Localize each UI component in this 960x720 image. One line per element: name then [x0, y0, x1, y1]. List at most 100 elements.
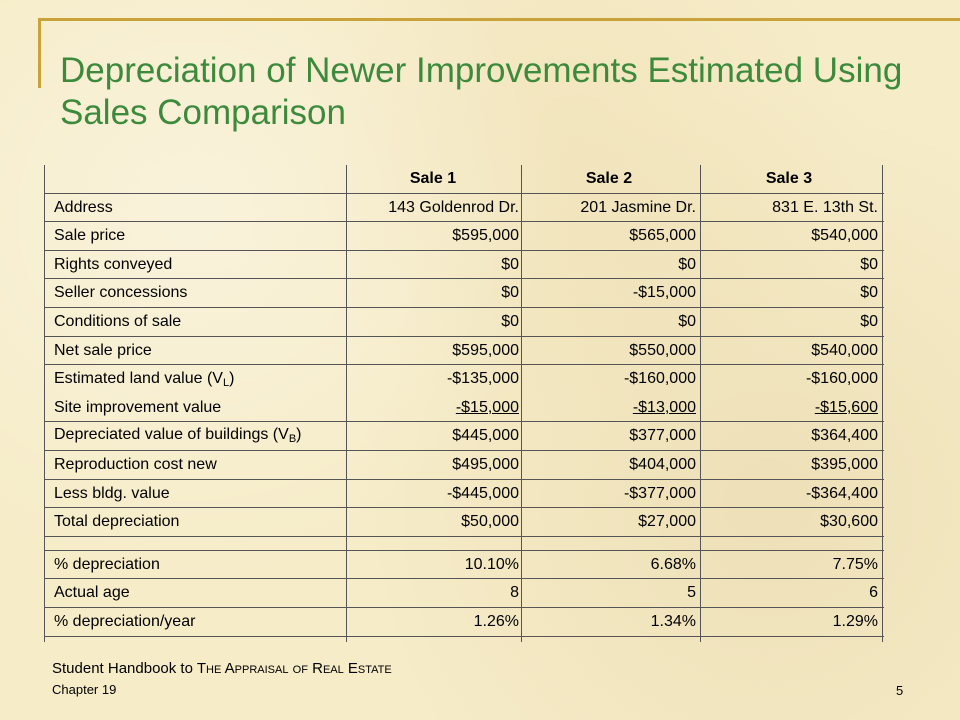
- cell-sale-3: -$364,400: [805, 484, 878, 502]
- row-label: Less bldg. value: [54, 484, 170, 502]
- row-label: Site improvement value: [54, 398, 222, 416]
- table-row-address: Address 143 Goldenrod Dr. 201 Jasmine Dr…: [44, 194, 884, 223]
- row-label-text: Estimated land value (V: [54, 370, 223, 388]
- table-row-total-depreciation: Total depreciation $50,000 $27,000 $30,6…: [44, 508, 884, 537]
- frame-top-rule: [38, 18, 960, 21]
- cell-sale-3: $540,000: [811, 227, 878, 245]
- row-label: Rights conveyed: [54, 255, 173, 273]
- row-label: Total depreciation: [54, 513, 180, 531]
- row-label: Estimated land value (VL): [54, 365, 350, 394]
- cell-sale-1: $0: [501, 312, 519, 330]
- cell-sale-2: $565,000: [629, 227, 696, 245]
- table-row-land-value: Estimated land value (VL) -$135,000 -$16…: [44, 365, 884, 394]
- table-row-conditions-of-sale: Conditions of sale $0 $0 $0: [44, 308, 884, 337]
- cell-sale-1: $495,000: [452, 455, 519, 473]
- depreciation-table: Sale 1 Sale 2 Sale 3 Address 143 Goldenr…: [44, 165, 884, 642]
- row-label-close: ): [296, 426, 302, 444]
- cell-sale-2: -$15,000: [632, 284, 696, 302]
- cell-sale-2: -$377,000: [623, 484, 696, 502]
- cell-sale-3: $364,400: [811, 427, 878, 445]
- cell-sale-2: -$13,000: [632, 398, 696, 416]
- table-row-net-sale-price: Net sale price $595,000 $550,000 $540,00…: [44, 337, 884, 366]
- row-label-close: ): [229, 370, 235, 388]
- row-label-subscript: B: [288, 433, 297, 446]
- footer-prefix: Student Handbook to: [52, 660, 197, 677]
- cell-sale-3: 1.29%: [832, 612, 878, 630]
- table-right-border: [882, 165, 883, 642]
- cell-sale-3: 6: [869, 584, 878, 602]
- cell-sale-3: $540,000: [811, 341, 878, 359]
- row-label: Reproduction cost new: [54, 455, 217, 473]
- slide-title: Depreciation of Newer Improvements Estim…: [60, 51, 903, 132]
- footer-w2a: A: [224, 660, 235, 677]
- table-row-actual-age: Actual age 8 5 6: [44, 579, 884, 608]
- cell-sale-2: 1.34%: [650, 612, 696, 630]
- cell-sale-2: $404,000: [629, 455, 696, 473]
- cell-sale-2: 201 Jasmine Dr.: [580, 198, 696, 216]
- footer-w3: OF: [292, 664, 308, 676]
- cell-sale-3: 7.75%: [832, 555, 878, 573]
- cell-sale-2: 5: [687, 584, 696, 602]
- row-label: % depreciation/year: [54, 612, 196, 630]
- cell-sale-2: -$160,000: [623, 370, 696, 388]
- footer-book-title: Student Handbook to THE APPRAISAL OF REA…: [52, 660, 392, 677]
- row-label: Address: [54, 198, 113, 216]
- table-row-percent-depreciation-year: % depreciation/year 1.26% 1.34% 1.29%: [44, 608, 884, 637]
- table-left-border: [44, 165, 45, 642]
- table-row-percent-depreciation: % depreciation 10.10% 6.68% 7.75%: [44, 551, 884, 580]
- cell-sale-2: 6.68%: [650, 555, 696, 573]
- table-row-site-improvement: Site improvement value -$15,000 -$13,000…: [44, 394, 884, 423]
- footer-w4a: R: [312, 660, 323, 677]
- table-row-reproduction-cost: Reproduction cost new $495,000 $404,000 …: [44, 451, 884, 480]
- cell-sale-2: $0: [678, 312, 696, 330]
- cell-sale-1: -$15,000: [455, 398, 519, 416]
- table-row-depreciated-value: Depreciated value of buildings (VB) $445…: [44, 422, 884, 451]
- col-divider-2: [521, 165, 522, 642]
- footer-chapter: Chapter 19: [52, 682, 117, 697]
- cell-sale-1: $445,000: [452, 427, 519, 445]
- cell-sale-1: $595,000: [452, 227, 519, 245]
- cell-sale-3: $0: [860, 284, 878, 302]
- cell-sale-3: $30,600: [820, 513, 878, 531]
- table-spacer-row: [44, 537, 884, 551]
- cell-sale-1: $0: [501, 255, 519, 273]
- row-label: Sale price: [54, 227, 126, 245]
- cell-sale-1: 8: [510, 584, 519, 602]
- cell-sale-1: 10.10%: [464, 555, 519, 573]
- cell-sale-1: -$445,000: [446, 484, 519, 502]
- row-label: Net sale price: [54, 341, 152, 359]
- footer-w5a: E: [347, 660, 358, 677]
- cell-sale-1: $595,000: [452, 341, 519, 359]
- footer-w1b: HE: [206, 664, 222, 676]
- row-label: Actual age: [54, 584, 130, 602]
- page-number: 5: [896, 683, 904, 698]
- cell-sale-2: $550,000: [629, 341, 696, 359]
- header-sale-2: Sale 2: [585, 170, 633, 187]
- table-row-sale-price: Sale price $595,000 $565,000 $540,000: [44, 222, 884, 251]
- cell-sale-1: 143 Goldenrod Dr.: [388, 198, 519, 216]
- row-label-text: Depreciated value of buildings (V: [54, 426, 289, 444]
- cell-sale-1: $0: [501, 284, 519, 302]
- col-divider-1: [346, 165, 347, 642]
- footer-w5b: STATE: [357, 664, 392, 676]
- footer-w1a: T: [196, 660, 207, 677]
- cell-sale-2: $27,000: [638, 513, 696, 531]
- header-sale-1: Sale 1: [409, 170, 457, 187]
- footer-w2b: PPRAISAL: [234, 664, 289, 676]
- cell-sale-3: $0: [860, 312, 878, 330]
- table-row-rights-conveyed: Rights conveyed $0 $0 $0: [44, 251, 884, 280]
- frame-left-rule: [38, 18, 41, 88]
- cell-sale-1: 1.26%: [473, 612, 519, 630]
- cell-sale-3: 831 E. 13th St.: [772, 198, 878, 216]
- row-label-subscript: L: [222, 377, 230, 390]
- row-label: % depreciation: [54, 555, 160, 573]
- cell-sale-3: -$15,600: [814, 398, 878, 416]
- row-label: Seller concessions: [54, 284, 188, 302]
- header-sale-3: Sale 3: [765, 170, 813, 187]
- cell-sale-3: $0: [860, 255, 878, 273]
- row-label: Conditions of sale: [54, 312, 182, 330]
- cell-sale-2: $0: [678, 255, 696, 273]
- cell-sale-1: $50,000: [461, 513, 519, 531]
- table-row-less-bldg-value: Less bldg. value -$445,000 -$377,000 -$3…: [44, 480, 884, 509]
- table-row-seller-concessions: Seller concessions $0 -$15,000 $0: [44, 279, 884, 308]
